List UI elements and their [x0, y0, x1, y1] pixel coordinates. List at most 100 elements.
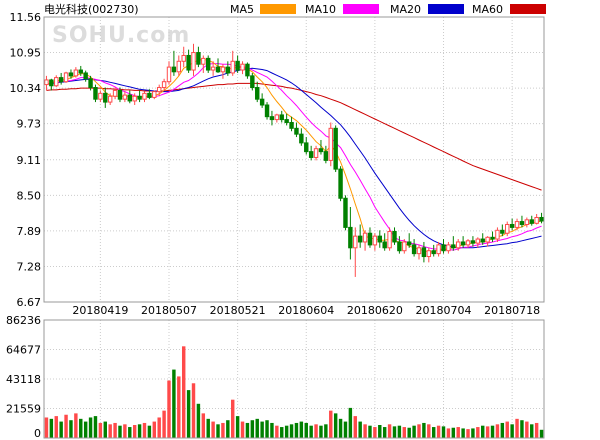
candle-body [294, 127, 299, 135]
volume-bar [485, 426, 490, 438]
volume-bar [162, 410, 166, 438]
volume-bars [44, 346, 544, 438]
candle-body [240, 63, 245, 71]
volume-bar [451, 427, 456, 438]
candle-body [539, 216, 544, 222]
candle-body [465, 240, 471, 246]
candle-body [78, 69, 83, 74]
candle-body [201, 57, 206, 65]
volume-bar [59, 421, 63, 438]
volume-tick-label: 64677 [6, 344, 41, 357]
candle-body [161, 81, 167, 89]
date-tick-label: 20180521 [210, 304, 266, 317]
volume-bar [417, 424, 421, 438]
price-tick-label: 6.67 [17, 296, 42, 309]
candle-body [372, 235, 378, 246]
candle-body [480, 238, 485, 243]
volume-bar [319, 425, 323, 438]
volume-bar [49, 418, 54, 438]
volume-bar [539, 429, 544, 438]
volume-bar [88, 417, 93, 438]
volume-bar [530, 424, 534, 438]
price-tick-label: 9.73 [17, 118, 42, 131]
volume-bar [387, 424, 392, 438]
candle-body [206, 57, 211, 71]
price-tick-label: 7.28 [17, 260, 42, 273]
candle-body [392, 230, 397, 243]
candle-body [456, 241, 461, 249]
candle-body [93, 87, 98, 100]
volume-bar [407, 427, 411, 438]
volume-bar [368, 425, 372, 438]
candle-body [411, 244, 417, 255]
price-tick-label: 9.11 [17, 154, 42, 167]
volume-bar [402, 427, 407, 438]
candlesticks [44, 43, 544, 277]
candle-body [107, 95, 113, 103]
candle-body [98, 92, 103, 100]
candle-body [333, 127, 338, 170]
volume-bar [353, 416, 357, 438]
volume-bar [98, 422, 103, 438]
volume-bar [270, 422, 274, 438]
volume-bar [177, 376, 181, 438]
volume-bar [206, 418, 210, 438]
volume-bar [260, 421, 264, 438]
volume-bar [118, 425, 122, 438]
price-tick-label: 8.50 [17, 189, 42, 202]
candle-body [426, 250, 432, 258]
candle-body [54, 77, 59, 87]
candle-body [166, 66, 172, 83]
candle-body [318, 148, 324, 153]
candle-body [397, 241, 402, 252]
volume-bar [265, 420, 269, 438]
candle-body [274, 114, 280, 121]
candle-body [534, 216, 539, 224]
legend-swatch [343, 4, 379, 14]
candle-body [343, 197, 348, 228]
candle-body [264, 104, 270, 118]
candle-body [338, 168, 343, 199]
volume-bar [299, 421, 304, 438]
volume-bar [284, 425, 289, 438]
candle-body [514, 221, 520, 228]
candle-body [387, 230, 392, 249]
volume-grid [44, 319, 544, 439]
volume-bar [235, 416, 240, 438]
candle-body [441, 244, 446, 252]
volume-bar [373, 427, 377, 438]
volume-bar [196, 403, 201, 438]
candle-body [63, 72, 69, 83]
volume-bar [329, 410, 333, 438]
candle-body [323, 151, 329, 161]
volume-bar [69, 420, 73, 438]
candle-body [485, 236, 490, 243]
volume-tick-label: 0 [34, 427, 41, 440]
candle-body [421, 247, 427, 258]
volume-bar [333, 413, 338, 438]
volume-bar [113, 422, 117, 438]
price-tick-label: 7.89 [17, 225, 42, 238]
candle-body [446, 244, 451, 252]
volume-bar [83, 421, 88, 438]
date-tick-label: 20180507 [141, 304, 197, 317]
volume-bar [500, 422, 505, 438]
candle-body [250, 75, 255, 89]
price-tick-label: 10.34 [10, 82, 42, 95]
volume-bar [348, 407, 353, 438]
candle-body [269, 116, 275, 121]
date-tick-label: 20180718 [484, 304, 540, 317]
candle-body [353, 235, 358, 249]
volume-bar [490, 425, 495, 438]
legend-swatch [510, 4, 546, 14]
volume-bar [250, 420, 255, 438]
candle-body [431, 250, 436, 255]
volume-bar [363, 424, 367, 438]
legend-label: MA10 [305, 3, 336, 16]
candle-body [328, 127, 333, 161]
volume-bar [221, 422, 225, 438]
legend: MA5 MA10 MA20 MA60 [230, 3, 546, 16]
candle-body [112, 89, 118, 97]
candle-body [147, 92, 152, 98]
